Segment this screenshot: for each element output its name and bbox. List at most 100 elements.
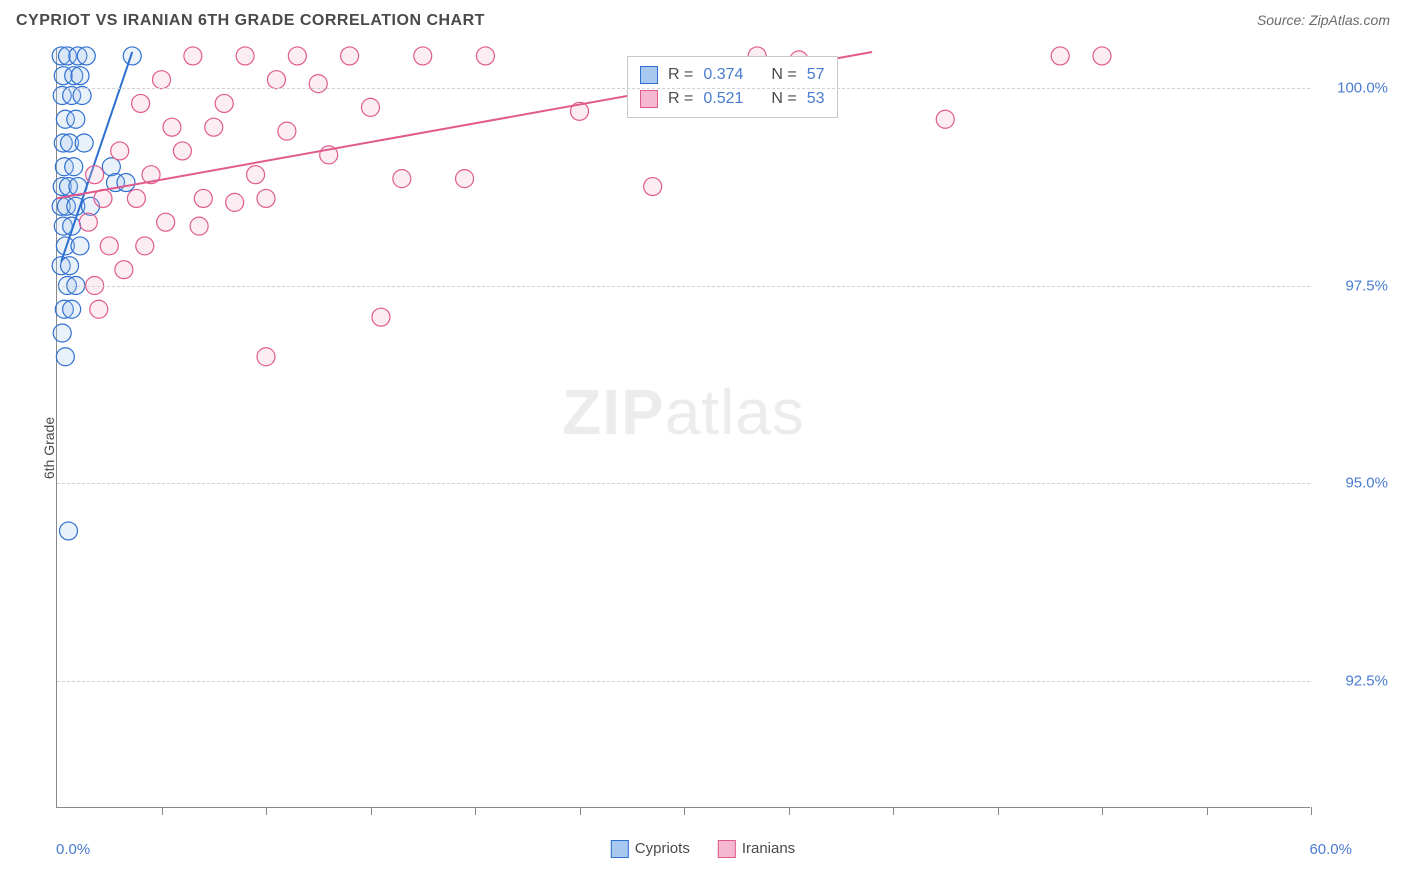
gridline: [57, 681, 1310, 682]
data-point: [205, 118, 223, 136]
stat-n-value: 57: [807, 63, 825, 87]
data-point: [456, 170, 474, 188]
data-point: [372, 308, 390, 326]
x-tick: [893, 807, 894, 815]
data-point: [63, 300, 81, 318]
plot-area: ZIPatlas R = 0.374N = 57R = 0.521N = 53: [56, 48, 1310, 808]
data-point: [1093, 47, 1111, 65]
gridline: [57, 88, 1310, 89]
stats-swatch: [640, 90, 658, 108]
data-point: [73, 87, 91, 105]
stat-r-value: 0.374: [703, 63, 743, 87]
data-point: [136, 237, 154, 255]
stat-n-label: N =: [771, 87, 796, 111]
gridline: [57, 286, 1310, 287]
x-tick: [1311, 807, 1312, 815]
y-tick-label: 97.5%: [1345, 277, 1388, 294]
data-point: [65, 158, 83, 176]
stat-r-label: R =: [668, 87, 693, 111]
data-point: [127, 189, 145, 207]
data-point: [257, 189, 275, 207]
data-point: [184, 47, 202, 65]
data-point: [247, 166, 265, 184]
data-point: [257, 348, 275, 366]
data-point: [111, 142, 129, 160]
chart-title: CYPRIOT VS IRANIAN 6TH GRADE CORRELATION…: [16, 12, 485, 30]
data-point: [86, 166, 104, 184]
x-tick: [371, 807, 372, 815]
data-point: [288, 47, 306, 65]
data-point: [67, 110, 85, 128]
data-point: [53, 324, 71, 342]
data-point: [153, 71, 171, 89]
scatter-svg: [57, 48, 1310, 807]
stat-n-label: N =: [771, 63, 796, 87]
x-tick: [1207, 807, 1208, 815]
data-point: [132, 94, 150, 112]
x-tick: [475, 807, 476, 815]
x-tick: [580, 807, 581, 815]
data-point: [102, 158, 120, 176]
x-tick: [998, 807, 999, 815]
x-axis-max-label: 60.0%: [1309, 841, 1352, 858]
data-point: [226, 193, 244, 211]
data-point: [190, 217, 208, 235]
x-tick: [1102, 807, 1103, 815]
stat-n-value: 53: [807, 87, 825, 111]
y-tick-label: 100.0%: [1337, 79, 1388, 96]
x-tick: [789, 807, 790, 815]
data-point: [267, 71, 285, 89]
legend-item: Cypriots: [611, 840, 690, 858]
source-label: Source: ZipAtlas.com: [1257, 12, 1390, 28]
legend: Cypriots Iranians: [611, 840, 795, 858]
chart-container: 6th Grade ZIPatlas R = 0.374N = 57R = 0.…: [12, 38, 1394, 858]
data-point: [59, 522, 77, 540]
data-point: [362, 98, 380, 116]
x-tick: [684, 807, 685, 815]
data-point: [123, 47, 141, 65]
stats-swatch: [640, 66, 658, 84]
legend-swatch: [611, 840, 629, 858]
data-point: [236, 47, 254, 65]
legend-swatch: [718, 840, 736, 858]
stats-row: R = 0.374 N = 57: [640, 63, 825, 87]
data-point: [215, 94, 233, 112]
stat-r-label: R =: [668, 63, 693, 87]
x-tick: [162, 807, 163, 815]
data-point: [476, 47, 494, 65]
data-point: [173, 142, 191, 160]
y-tick-label: 95.0%: [1345, 475, 1388, 492]
data-point: [77, 47, 95, 65]
data-point: [56, 348, 74, 366]
data-point: [194, 189, 212, 207]
y-tick-label: 92.5%: [1345, 673, 1388, 690]
data-point: [278, 122, 296, 140]
x-axis-min-label: 0.0%: [56, 841, 90, 858]
data-point: [157, 213, 175, 231]
data-point: [414, 47, 432, 65]
data-point: [79, 213, 97, 231]
legend-label: Iranians: [742, 840, 795, 857]
data-point: [936, 110, 954, 128]
stat-r-value: 0.521: [703, 87, 743, 111]
data-point: [117, 174, 135, 192]
data-point: [71, 67, 89, 85]
data-point: [341, 47, 359, 65]
stats-row: R = 0.521 N = 53: [640, 87, 825, 111]
data-point: [71, 237, 89, 255]
data-point: [163, 118, 181, 136]
data-point: [100, 237, 118, 255]
data-point: [309, 75, 327, 93]
data-point: [75, 134, 93, 152]
data-point: [115, 261, 133, 279]
data-point: [644, 178, 662, 196]
legend-label: Cypriots: [635, 840, 690, 857]
legend-item: Iranians: [718, 840, 795, 858]
data-point: [393, 170, 411, 188]
data-point: [90, 300, 108, 318]
data-point: [1051, 47, 1069, 65]
gridline: [57, 483, 1310, 484]
x-tick: [266, 807, 267, 815]
y-axis-label: 6th Grade: [41, 417, 57, 479]
data-point: [61, 257, 79, 275]
